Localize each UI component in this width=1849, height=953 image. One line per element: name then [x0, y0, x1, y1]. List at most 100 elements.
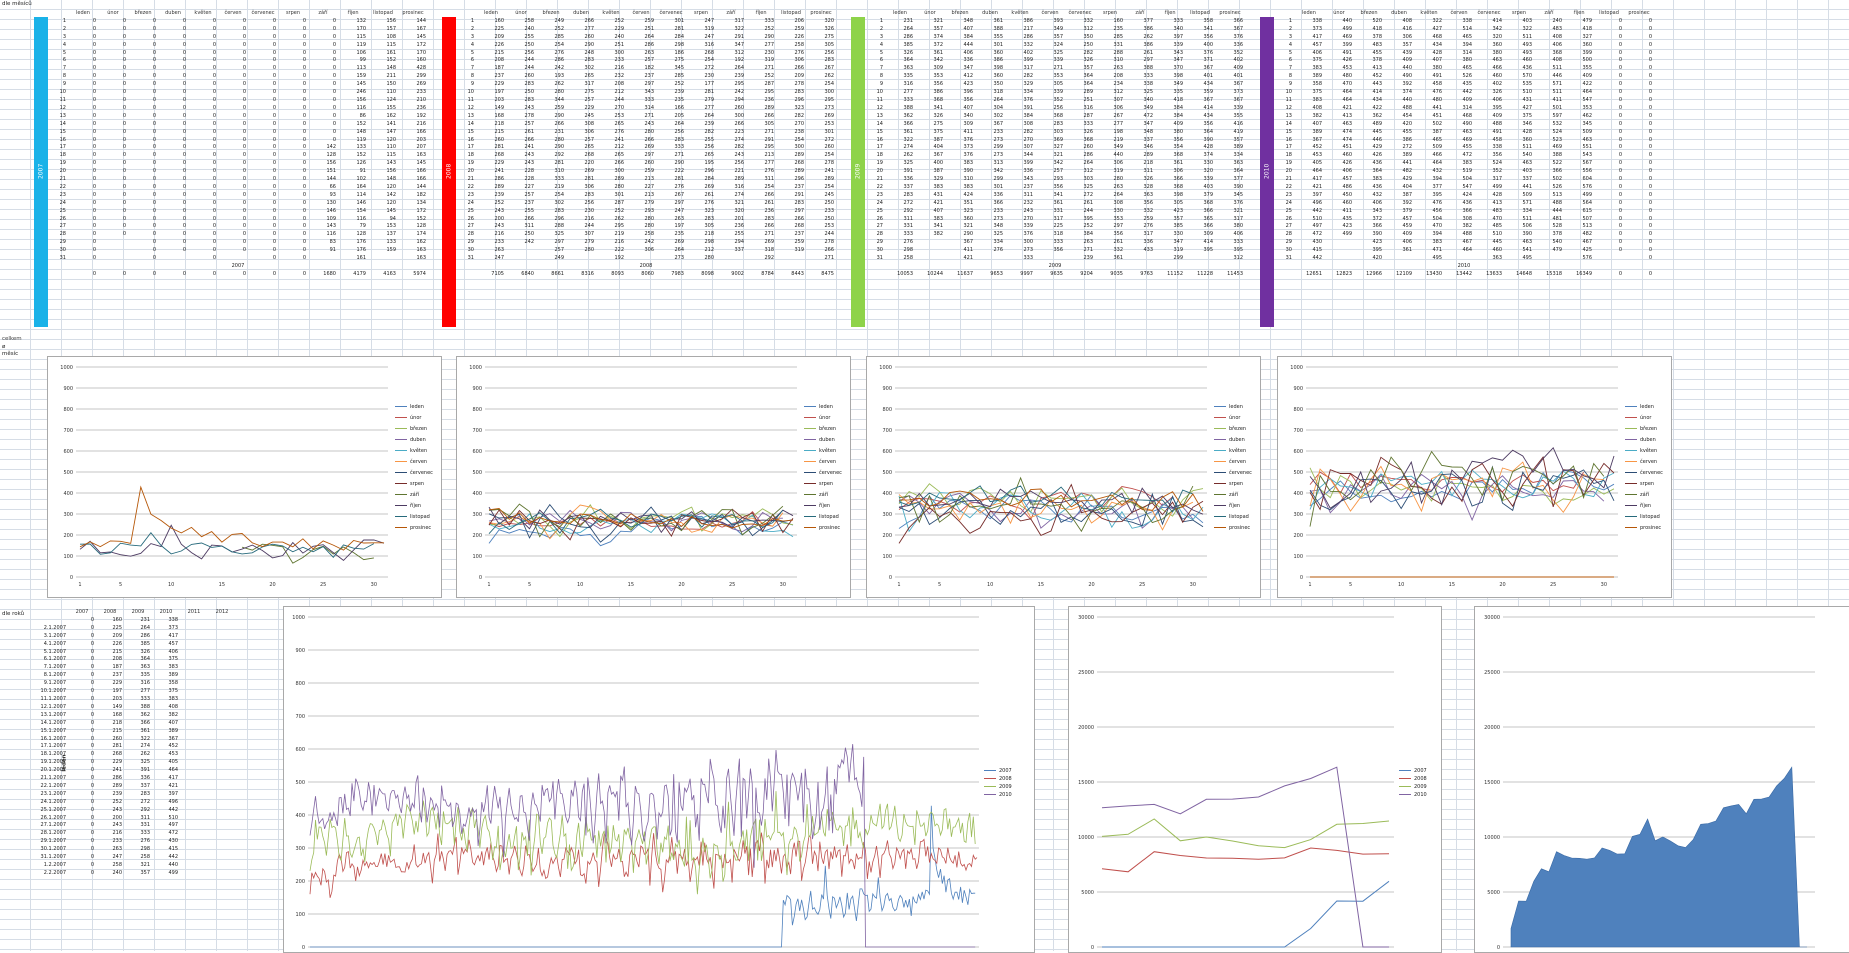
value-cell[interactable]: 491	[1342, 49, 1352, 56]
value-cell[interactable]: 0	[242, 112, 246, 119]
day-cell[interactable]: 3	[470, 33, 474, 40]
day-cell[interactable]: 11	[59, 96, 66, 103]
value-cell[interactable]: 229	[112, 759, 122, 766]
value-cell[interactable]: 272	[1083, 191, 1093, 198]
value-cell[interactable]: 281	[674, 25, 684, 32]
value-cell[interactable]: 453	[1342, 65, 1352, 72]
value-cell[interactable]: 0	[182, 191, 186, 198]
value-cell[interactable]: 386	[1143, 41, 1153, 48]
value-cell[interactable]: 0	[182, 17, 186, 24]
total-cell[interactable]: 10053	[897, 270, 913, 277]
date-cell[interactable]: 20.1.2007	[40, 767, 66, 774]
value-cell[interactable]: 279	[644, 199, 654, 206]
day-cell[interactable]: 5	[470, 49, 474, 56]
value-cell[interactable]: 255	[704, 136, 714, 143]
value-cell[interactable]: 298	[903, 247, 913, 254]
value-cell[interactable]: 388	[993, 25, 1003, 32]
value-cell[interactable]: 300	[614, 168, 624, 175]
value-cell[interactable]: 0	[272, 81, 276, 88]
value-cell[interactable]: 243	[112, 822, 122, 829]
day-cell[interactable]: 17	[1285, 144, 1292, 151]
value-cell[interactable]: 353	[1582, 104, 1592, 111]
value-cell[interactable]: 457	[1312, 41, 1322, 48]
value-cell[interactable]: 0	[182, 144, 186, 151]
value-cell[interactable]: 263	[1113, 183, 1123, 190]
value-cell[interactable]: 357	[1233, 136, 1243, 143]
value-cell[interactable]: 272	[1402, 144, 1412, 151]
value-cell[interactable]: 273	[993, 215, 1003, 222]
value-cell[interactable]: 326	[1083, 128, 1093, 135]
value-cell[interactable]: 0	[1618, 247, 1622, 254]
value-cell[interactable]: 198	[1113, 128, 1123, 135]
value-cell[interactable]: 456	[1432, 207, 1442, 214]
value-cell[interactable]: 99	[359, 57, 366, 64]
value-cell[interactable]: 0	[92, 120, 96, 127]
value-cell[interactable]: 0	[152, 73, 156, 80]
value-cell[interactable]: 252	[554, 25, 564, 32]
value-cell[interactable]: 364	[1372, 168, 1382, 175]
value-cell[interactable]: 256	[584, 199, 594, 206]
value-cell[interactable]: 285	[554, 33, 564, 40]
value-cell[interactable]: 262	[554, 81, 564, 88]
value-cell[interactable]: 0	[1648, 49, 1652, 56]
date-cell[interactable]: 5.1.2007	[43, 648, 66, 655]
value-cell[interactable]: 0	[92, 128, 96, 135]
value-cell[interactable]: 298	[140, 846, 150, 853]
value-cell[interactable]: 0	[1618, 104, 1622, 111]
value-cell[interactable]: 511	[1522, 144, 1532, 151]
value-cell[interactable]: 291	[764, 136, 774, 143]
day-cell[interactable]: 19	[1285, 160, 1292, 167]
value-cell[interactable]: 298	[704, 239, 714, 246]
value-cell[interactable]: 182	[644, 65, 654, 72]
value-cell[interactable]: 133	[386, 239, 396, 246]
value-cell[interactable]: 0	[182, 136, 186, 143]
value-cell[interactable]: 357	[1083, 65, 1093, 72]
value-cell[interactable]: 383	[1312, 65, 1322, 72]
value-cell[interactable]: 152	[416, 215, 426, 222]
value-cell[interactable]: 272	[704, 65, 714, 72]
month-chart-2009[interactable]: 0 100 200 300 400 500 600 700 800 900 1000 1 5 10 15 20…	[866, 356, 1261, 598]
value-cell[interactable]: 407	[963, 25, 973, 32]
value-cell[interactable]: 316	[704, 41, 714, 48]
value-cell[interactable]: 382	[1312, 112, 1322, 119]
value-cell[interactable]: 0	[90, 830, 94, 837]
value-cell[interactable]: 380	[1233, 223, 1243, 230]
value-cell[interactable]: 440	[1402, 96, 1412, 103]
value-cell[interactable]: 366	[1233, 17, 1243, 24]
value-cell[interactable]: 333	[1053, 239, 1063, 246]
value-cell[interactable]: 513	[1552, 191, 1562, 198]
value-cell[interactable]: 0	[272, 207, 276, 214]
value-cell[interactable]: 0	[1618, 239, 1622, 246]
value-cell[interactable]: 126	[356, 160, 366, 167]
value-cell[interactable]	[308, 255, 338, 263]
date-cell[interactable]: 27.1.2007	[40, 822, 66, 829]
value-cell[interactable]: 335	[1173, 89, 1183, 96]
value-cell[interactable]: 361	[993, 17, 1003, 24]
value-cell[interactable]: 219	[1113, 136, 1123, 143]
value-cell[interactable]: 372	[1372, 215, 1382, 222]
value-cell[interactable]: 0	[242, 191, 246, 198]
value-cell[interactable]: 366	[1203, 207, 1213, 214]
value-cell[interactable]: 338	[168, 616, 178, 623]
value-cell[interactable]	[915, 239, 945, 247]
value-cell[interactable]: 253	[824, 120, 834, 127]
value-cell[interactable]: 258	[140, 854, 150, 861]
value-cell[interactable]: 357	[933, 25, 943, 32]
value-cell[interactable]: 390	[1372, 231, 1382, 238]
value-cell[interactable]: 243	[494, 223, 504, 230]
value-cell[interactable]: 272	[140, 798, 150, 805]
value-cell[interactable]: 276	[794, 49, 804, 56]
value-cell[interactable]: 343	[1372, 207, 1382, 214]
month-chart-2008[interactable]: 0 100 200 300 400 500 600 700 800 900 1000 1 5 10 15 20…	[456, 356, 851, 598]
value-cell[interactable]: 433	[1143, 247, 1153, 254]
value-cell[interactable]: 399	[1023, 160, 1033, 167]
value-cell[interactable]: 278	[524, 112, 534, 119]
value-cell[interactable]: 0	[182, 183, 186, 190]
value-cell[interactable]: 409	[1492, 112, 1502, 119]
date-cell[interactable]: 1.2.2007	[43, 862, 66, 868]
value-cell[interactable]: 0	[92, 255, 96, 262]
value-cell[interactable]: 426	[1372, 152, 1382, 159]
value-cell[interactable]: 397	[168, 790, 178, 797]
value-cell[interactable]: 0	[90, 790, 94, 797]
value-cell[interactable]: 0	[152, 152, 156, 159]
